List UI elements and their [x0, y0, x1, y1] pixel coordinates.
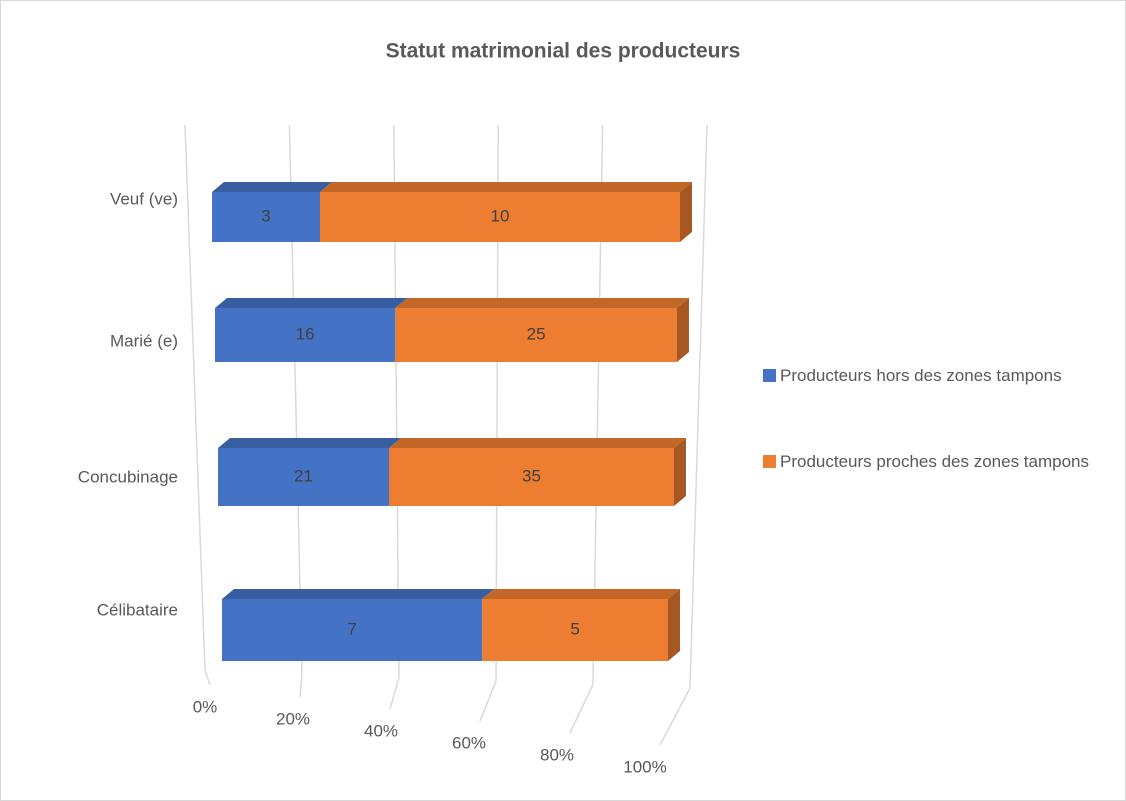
bar — [215, 298, 408, 362]
y-tick-label: Concubinage — [78, 467, 178, 486]
bar-face — [320, 182, 692, 192]
bar — [218, 438, 401, 506]
bar-face — [674, 438, 686, 506]
y-tick-label: Célibataire — [97, 600, 178, 619]
bar-face — [389, 448, 674, 506]
grid-line — [204, 669, 211, 686]
legend-label: Producteurs proches des zones tampons — [780, 452, 1090, 471]
data-label: 16 — [296, 324, 315, 343]
bar — [482, 589, 680, 661]
grid-line — [659, 687, 691, 746]
bar-face — [215, 308, 396, 362]
bar-face — [222, 589, 495, 599]
grid-line — [389, 676, 400, 710]
bar-face — [215, 298, 408, 308]
bar — [212, 182, 332, 242]
data-label: 35 — [522, 466, 541, 485]
grid-line — [479, 680, 497, 722]
grid-line — [299, 673, 303, 698]
x-tick-label: 40% — [364, 721, 398, 740]
data-label: 10 — [491, 206, 510, 225]
chart-title: Statut matrimonial des producteurs — [386, 40, 741, 63]
bar-face — [395, 308, 677, 362]
grid-line — [569, 684, 594, 734]
data-label: 3 — [261, 206, 270, 225]
legend-swatch — [763, 369, 776, 382]
bar — [395, 298, 689, 362]
bar-face — [395, 298, 689, 308]
x-tick-label: 100% — [623, 757, 666, 776]
bar-face — [218, 448, 389, 506]
grid-line — [184, 124, 206, 671]
x-tick-label: 0% — [193, 697, 218, 716]
legend-label: Producteurs hors des zones tampons — [780, 366, 1062, 385]
x-tick-label: 80% — [540, 745, 574, 764]
bar — [320, 182, 692, 242]
bar-face — [212, 182, 332, 192]
bar-face — [389, 438, 686, 448]
bar-face — [677, 298, 689, 362]
x-tick-label: 20% — [276, 709, 310, 728]
data-label: 7 — [347, 619, 356, 638]
data-label: 21 — [294, 466, 313, 485]
bar-face — [482, 599, 668, 661]
bar — [389, 438, 686, 506]
y-tick-label: Marié (e) — [110, 331, 178, 350]
bar-face — [668, 589, 680, 661]
bar-face — [482, 589, 680, 599]
bar-face — [680, 182, 692, 242]
bar-face — [320, 192, 680, 242]
legend-swatch — [763, 455, 776, 468]
bar-face — [218, 438, 401, 448]
grid-line — [689, 124, 708, 689]
x-tick-label: 60% — [452, 733, 486, 752]
data-label: 5 — [570, 619, 579, 638]
data-label: 25 — [527, 324, 546, 343]
bar — [222, 589, 495, 661]
y-tick-label: Veuf (ve) — [110, 189, 178, 208]
bar-face — [222, 599, 483, 661]
bar-face — [212, 192, 320, 242]
